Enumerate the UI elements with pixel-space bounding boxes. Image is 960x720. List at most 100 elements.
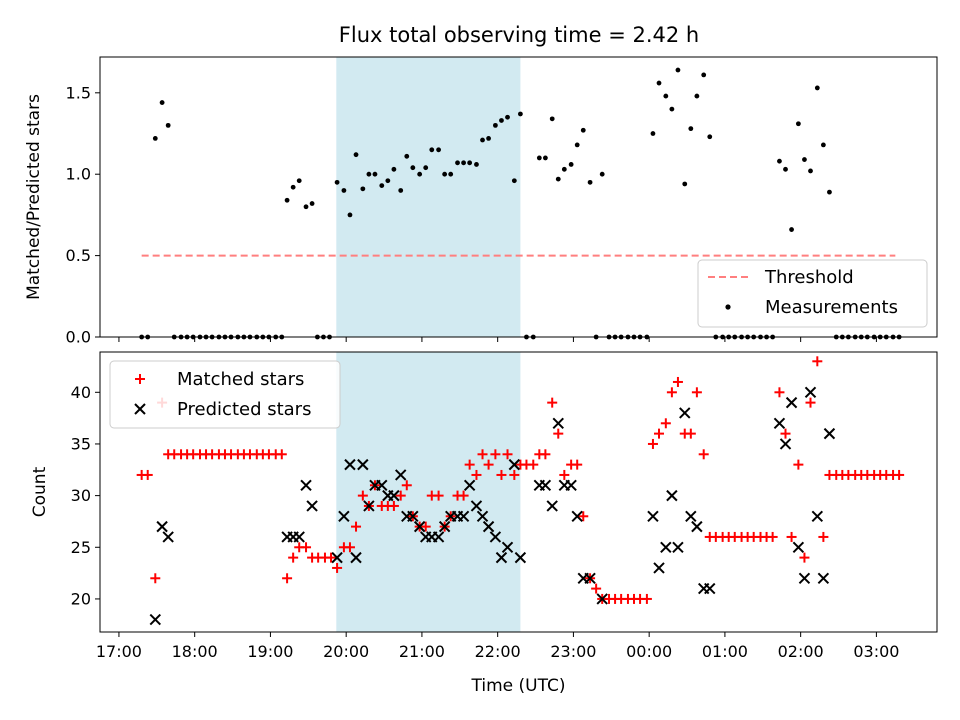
- matched-point-53: [471, 469, 482, 480]
- measurement-point-45: [423, 165, 429, 171]
- predicted-point-6-b: [300, 479, 312, 491]
- matched-point-58: [502, 449, 513, 460]
- predicted-point-25: [438, 520, 451, 533]
- top-panel: 0.0 0.5 1.0 1.5 Matched/Predicted stars Thr…: [24, 56, 938, 347]
- matched-point-23: [282, 573, 293, 584]
- predicted-point-43: [565, 479, 577, 491]
- measurement-point-35: [360, 186, 366, 192]
- predicted-point-6: [300, 479, 312, 491]
- measurement-point-4: [165, 122, 171, 128]
- measurement-point-2: [152, 135, 158, 141]
- bottom-y-tick-label-4: 40: [71, 383, 91, 402]
- predicted-point-13-b: [363, 500, 375, 512]
- matched-point-67: [559, 469, 570, 480]
- x-tick-label-8: 01:00: [702, 642, 748, 661]
- predicted-point-60-b: [785, 396, 798, 409]
- x-tick-label-7: 00:00: [626, 642, 672, 661]
- measurement-point-44: [417, 171, 423, 177]
- predicted-point-44-b: [571, 510, 583, 522]
- predicted-point-2-b: [162, 531, 174, 543]
- x-tick-label-3: 20:00: [323, 642, 369, 661]
- matched-point-51: [458, 490, 469, 501]
- predicted-point-49: [653, 562, 665, 574]
- bottom-plot-frame: [99, 351, 938, 633]
- matched-point-105: [799, 552, 810, 563]
- matched-point-82: [654, 428, 665, 439]
- measurement-point-31: [334, 179, 340, 185]
- predicted-point-51-b: [666, 489, 678, 502]
- matched-point-42: [401, 480, 412, 491]
- matched-point-66: [553, 428, 564, 439]
- measurement-point-88: [694, 93, 700, 99]
- bottom-panel: 20 25 30 35 40 17:00 18:00 19:00 20:00 21:00 22:0…: [30, 351, 938, 696]
- predicted-point-41: [552, 417, 564, 429]
- measurement-point-41: [398, 188, 404, 193]
- predicted-point-10-b: [344, 458, 356, 471]
- matched-point-81: [647, 438, 658, 449]
- matched-point-87: [685, 428, 696, 439]
- predicted-point-52-b: [672, 541, 684, 553]
- predicted-point-37-b: [514, 551, 527, 564]
- legend-measurements-label: Measurements: [765, 297, 898, 318]
- measurement-point-49: [448, 171, 454, 177]
- measurement-point-40: [391, 166, 397, 172]
- measurement-point-109: [827, 189, 832, 195]
- matched-point-45: [420, 521, 431, 532]
- predicted-point-52: [672, 541, 684, 553]
- predicted-point-48-b: [647, 510, 659, 522]
- predicted-point-41-b: [552, 417, 564, 429]
- measurement-point-89: [701, 72, 707, 78]
- measurement-point-87: [688, 126, 694, 132]
- measurement-point-107: [814, 85, 820, 91]
- measurement-point-81: [650, 131, 656, 136]
- x-tick-label-9: 02:00: [778, 642, 824, 661]
- predicted-point-2: [162, 531, 174, 543]
- predicted-point-53: [679, 407, 691, 419]
- predicted-point-33-b: [489, 531, 502, 543]
- measurement-point-85: [675, 67, 681, 73]
- bottom-legend-box: [109, 360, 341, 429]
- x-tick-label-5: 22:00: [475, 642, 521, 661]
- measurement-point-105: [802, 157, 807, 162]
- x-tick-label-10: 03:00: [853, 642, 899, 661]
- predicted-point-36-b: [508, 458, 521, 471]
- legend-measurements-swatch: [725, 304, 731, 310]
- top-legend: Threshold Measurements: [697, 259, 928, 328]
- matched-point-41: [395, 490, 406, 501]
- predicted-point-57: [704, 582, 716, 595]
- top-y-tick-label-2: 1.0: [66, 165, 91, 184]
- top-y-axis: 0.0 0.5 1.0 1.5: [66, 83, 100, 347]
- predicted-point-31-b: [476, 510, 489, 522]
- predicted-point-29: [463, 479, 476, 491]
- predicted-point-9: [338, 510, 350, 522]
- predicted-point-51: [666, 489, 678, 502]
- predicted-point-48: [647, 510, 659, 522]
- predicted-point-59: [779, 438, 792, 450]
- matched-point-57: [496, 469, 507, 480]
- matched-point-84: [666, 387, 677, 398]
- measurement-point-108: [820, 142, 826, 148]
- measurement-point-33: [347, 212, 353, 218]
- matched-point-56: [490, 449, 501, 460]
- bottom-y-axis: 20 25 30 35 40: [71, 383, 100, 608]
- measurement-point-25: [296, 178, 302, 184]
- predicted-point-12: [357, 458, 369, 471]
- predicted-point-0: [149, 613, 162, 626]
- predicted-point-20: [407, 510, 419, 522]
- measurement-point-46: [429, 147, 435, 153]
- measurement-point-3: [159, 100, 165, 105]
- predicted-point-61: [792, 541, 805, 553]
- predicted-point-29-b: [463, 479, 476, 491]
- measurement-point-82: [656, 80, 662, 86]
- matched-point-62: [528, 459, 539, 470]
- predicted-point-5: [293, 531, 305, 543]
- matched-point-89: [698, 449, 709, 460]
- measurement-point-64: [542, 155, 548, 161]
- measurement-point-47: [436, 147, 441, 153]
- predicted-point-65: [817, 572, 830, 584]
- matched-point-64: [540, 449, 551, 460]
- measurement-point-67: [561, 166, 567, 172]
- top-y-tick-label-0: 0.0: [66, 328, 91, 347]
- measurement-point-57: [499, 118, 504, 123]
